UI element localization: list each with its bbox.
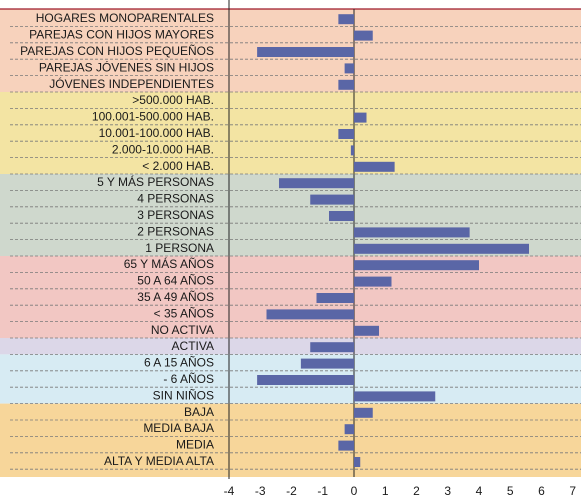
background-bands xyxy=(0,9,581,477)
bar-100-001-500-000-hab xyxy=(354,112,367,123)
category-label: 4 PERSONAS xyxy=(137,192,214,206)
bar-parejas-con-hijos-mayores xyxy=(354,30,373,41)
bar-6-a-15-anos xyxy=(300,358,354,369)
category-label: MEDIA xyxy=(176,438,214,452)
bar-sin-ninos xyxy=(354,391,436,402)
x-tick-label: -4 xyxy=(224,484,235,497)
bar-no-activa xyxy=(354,325,379,336)
category-label: ALTA Y MEDIA ALTA xyxy=(104,454,214,468)
category-label: NO ACTIVA xyxy=(151,323,214,337)
category-label: < 2.000 HAB. xyxy=(142,159,214,173)
x-tick-label: 6 xyxy=(538,484,545,497)
x-tick-label: -2 xyxy=(286,484,297,497)
category-label: ACTIVA xyxy=(172,339,214,353)
x-tick-label: 5 xyxy=(507,484,514,497)
bar-4-personas xyxy=(310,194,354,205)
x-tick-label: 3 xyxy=(444,484,451,497)
bars xyxy=(257,14,529,467)
x-tick-label: 1 xyxy=(382,484,389,497)
bar-5-y-mas-personas xyxy=(279,178,354,189)
bar-6-anos xyxy=(257,375,354,385)
x-tick-label: 0 xyxy=(351,484,358,497)
bar-65-y-mas-anos xyxy=(354,260,479,271)
category-label: HOGARES MONOPARENTALES xyxy=(36,11,214,25)
category-label: 2 PERSONAS xyxy=(137,224,214,238)
category-label: PAREJAS CON HIJOS MAYORES xyxy=(29,28,214,42)
category-label: BAJA xyxy=(184,405,214,419)
category-label: 1 PERSONA xyxy=(145,241,214,255)
category-label: < 35 AÑOS xyxy=(154,306,214,320)
background-band-edad xyxy=(0,256,581,338)
category-label: 65 Y MÁS AÑOS xyxy=(124,256,214,271)
category-label: 3 PERSONAS xyxy=(137,208,214,222)
category-label: 100.001-500.000 HAB. xyxy=(92,110,214,124)
gridlines xyxy=(10,25,581,470)
background-band-habitat xyxy=(0,92,581,174)
x-tick-labels: -4 -3 -2 -1 0 1 2 3 4 5 6 7 xyxy=(224,484,577,497)
x-tick-label: 4 xyxy=(476,484,483,497)
bar-media-baja xyxy=(344,424,354,435)
bar-3-personas xyxy=(329,211,354,221)
bar-10-001-100-000-hab xyxy=(338,129,354,139)
x-tick-label: 2 xyxy=(413,484,420,497)
bar-jovenes-independientes xyxy=(338,79,354,90)
bar-alta-y-media-alta xyxy=(354,457,361,467)
category-label: PAREJAS CON HIJOS PEQUEÑOS xyxy=(20,44,214,58)
category-label: 2.000-10.000 HAB. xyxy=(112,142,214,156)
bar-parejas-jovenes-sin-hijos xyxy=(344,63,354,74)
bar-baja xyxy=(354,407,373,418)
x-tick-label: -1 xyxy=(317,484,328,497)
category-label: 5 Y MÁS PERSONAS xyxy=(97,174,214,189)
category-label: >500.000 HAB. xyxy=(132,93,214,107)
bar-1-persona xyxy=(354,243,529,254)
x-tick-label: -3 xyxy=(255,484,266,497)
bar-2-000-10-000-hab xyxy=(350,145,354,156)
category-label: MEDIA BAJA xyxy=(143,421,214,435)
bar-parejas-con-hijos-pequenos xyxy=(257,47,354,57)
category-labels: HOGARES MONOPARENTALES PAREJAS CON HIJOS … xyxy=(20,11,214,468)
bar-2-personas xyxy=(354,227,470,238)
category-label: 35 A 49 AÑOS xyxy=(137,290,214,304)
category-label: - 6 AÑOS xyxy=(163,372,214,386)
bar-35-anos xyxy=(266,309,354,320)
x-tick-label: 7 xyxy=(569,484,576,497)
bar-2-000-hab xyxy=(354,161,395,172)
bar-hogares-monoparentales xyxy=(338,14,354,25)
category-label: 50 A 64 AÑOS xyxy=(137,274,214,288)
background-band-actividad xyxy=(0,338,581,355)
bar-activa xyxy=(310,342,354,353)
bar-media xyxy=(338,440,354,451)
background-band-clase-social xyxy=(0,403,581,477)
bar-35-a-49-anos xyxy=(316,293,354,303)
category-label: 6 A 15 AÑOS xyxy=(144,356,214,370)
bar-50-a-64-anos xyxy=(354,276,392,287)
category-label: SIN NIÑOS xyxy=(153,388,214,402)
category-label: 10.001-100.000 HAB. xyxy=(99,126,214,140)
category-label: PAREJAS JÓVENES SIN HIJOS xyxy=(39,59,214,74)
category-label: JÓVENES INDEPENDIENTES xyxy=(49,76,214,91)
